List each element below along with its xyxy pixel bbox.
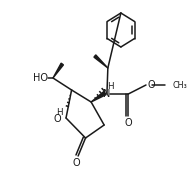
Text: O: O [54,114,61,124]
Polygon shape [91,91,106,102]
Text: O: O [124,118,132,128]
Text: CH₃: CH₃ [173,81,188,89]
Polygon shape [53,63,63,78]
Text: HO: HO [33,73,49,83]
Text: H: H [57,108,63,116]
Text: O: O [148,80,155,90]
Text: O: O [72,158,80,168]
Text: N: N [103,89,111,99]
Text: H: H [107,81,114,91]
Polygon shape [94,55,108,68]
